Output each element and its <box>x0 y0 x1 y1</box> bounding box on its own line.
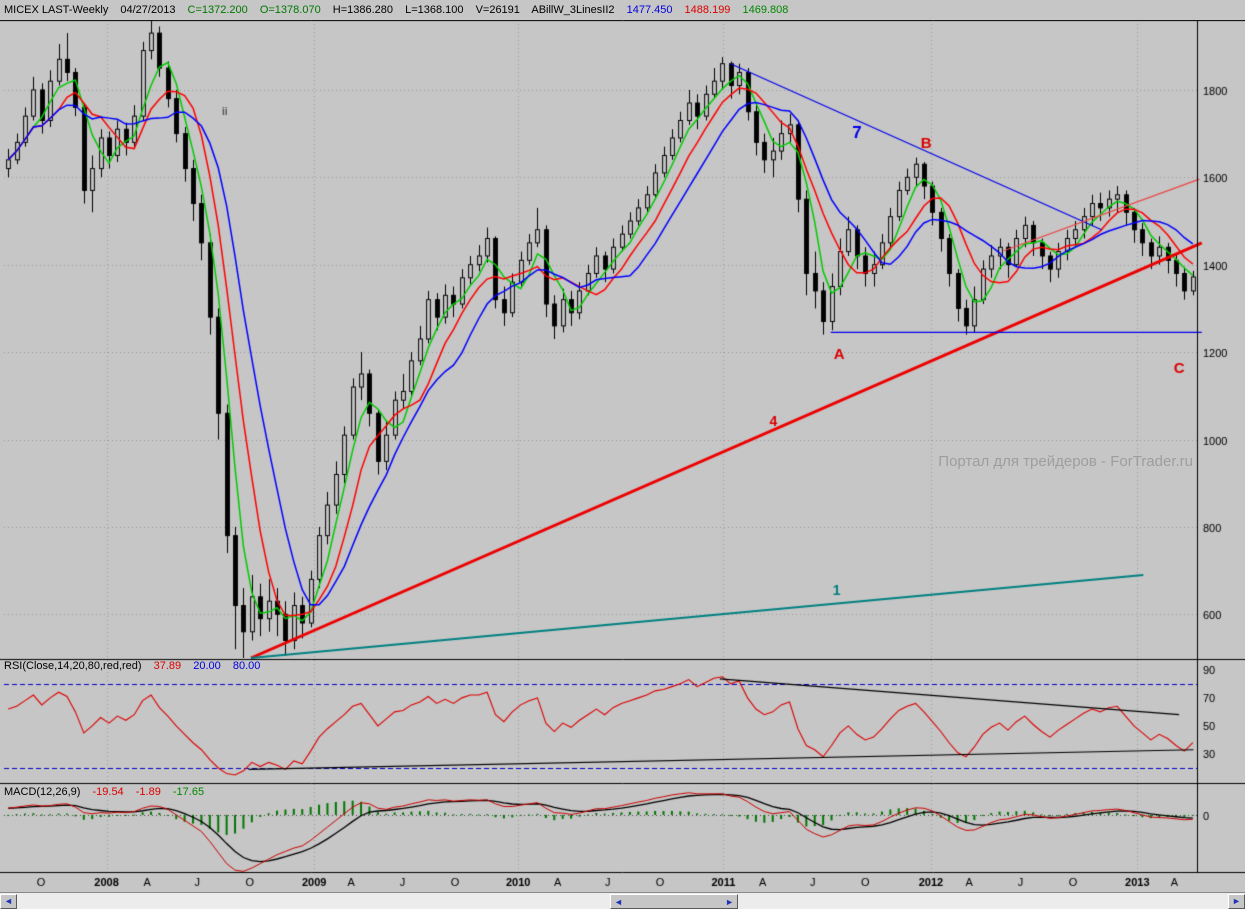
overlay-value-green: 1469.808 <box>742 4 789 16</box>
rsi-value: 37.89 <box>153 660 182 672</box>
rsi-low-level: 20.00 <box>193 660 221 672</box>
quote-high: H=1386.280 <box>332 4 394 16</box>
rsi-panel-header: RSI(Close,14,20,80,red,red) 37.89 20.00 … <box>4 660 269 672</box>
macd-label: MACD(12,26,9) <box>4 786 81 798</box>
symbol-title: MICEX LAST-Weekly <box>4 4 109 16</box>
macd-hist-value: -17.65 <box>172 786 205 798</box>
chart-canvas[interactable] <box>0 20 1245 891</box>
overlay-value-blue: 1477.450 <box>626 4 673 16</box>
thumb-left-icon: ◄ <box>614 896 623 907</box>
rsi-label: RSI(Close,14,20,80,red,red) <box>4 660 142 672</box>
overlay-indicator-name: ABillW_3LinesII2 <box>531 4 615 16</box>
scroll-left-icon: ◄ <box>4 896 13 906</box>
rsi-high-level: 80.00 <box>232 660 261 672</box>
scroll-right-icon: ► <box>1232 896 1241 906</box>
quote-close: C=1372.200 <box>187 4 248 16</box>
macd-value: -19.54 <box>92 786 124 798</box>
quote-open: O=1378.070 <box>259 4 321 16</box>
quote-low: L=1368.100 <box>405 4 464 16</box>
overlay-value-red: 1488.199 <box>684 4 731 16</box>
quote-header: MICEX LAST-Weekly 04/27/2013 C=1372.200 … <box>0 0 1245 20</box>
thumb-right-icon: ► <box>725 896 734 907</box>
scrollbar-thumb[interactable]: ◄ ► <box>610 894 738 909</box>
quote-volume: V=26191 <box>475 4 520 16</box>
macd-panel-header: MACD(12,26,9) -19.54 -1.89 -17.65 <box>4 786 213 798</box>
quote-date: 04/27/2013 <box>120 4 176 16</box>
scroll-left-button[interactable]: ◄ <box>0 894 17 909</box>
macd-signal-value: -1.89 <box>135 786 161 798</box>
horizontal-scrollbar[interactable]: ◄ ◄ ► ► <box>0 892 1245 909</box>
scroll-right-button[interactable]: ► <box>1228 894 1245 909</box>
